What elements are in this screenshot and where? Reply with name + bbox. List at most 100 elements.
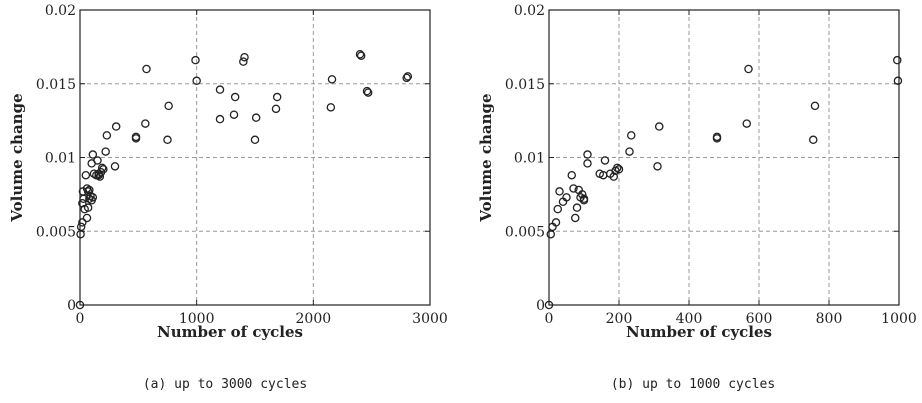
data-point bbox=[85, 185, 94, 195]
data-point bbox=[239, 57, 248, 66]
y-tick-label: 0.005 bbox=[505, 224, 545, 240]
data-point bbox=[627, 131, 636, 140]
data-point bbox=[78, 218, 87, 227]
y-tick-label: 0.02 bbox=[45, 3, 76, 19]
data-point bbox=[562, 193, 571, 202]
data-point bbox=[742, 119, 752, 128]
data-point bbox=[613, 163, 622, 173]
data-point bbox=[192, 76, 201, 86]
data-point bbox=[88, 150, 98, 159]
data-point bbox=[99, 165, 108, 174]
data-point bbox=[653, 162, 662, 171]
data-point bbox=[712, 132, 722, 142]
data-point bbox=[215, 114, 225, 124]
data-point bbox=[327, 75, 337, 84]
panel-caption: (b) up to 1000 cycles bbox=[611, 377, 775, 392]
x-axis-label: Number of cycles bbox=[626, 323, 772, 341]
data-point bbox=[76, 222, 86, 232]
x-tick-label: 200 bbox=[606, 311, 633, 327]
data-point bbox=[362, 86, 372, 96]
data-point bbox=[271, 104, 281, 114]
data-point bbox=[625, 147, 634, 156]
x-tick-label: 800 bbox=[816, 311, 843, 327]
data-point bbox=[551, 218, 561, 227]
data-point bbox=[579, 194, 589, 204]
data-point bbox=[95, 172, 105, 181]
data-point bbox=[88, 193, 98, 202]
data-point bbox=[102, 131, 112, 140]
data-point bbox=[272, 92, 282, 102]
data-point bbox=[141, 119, 150, 128]
data-point bbox=[79, 194, 88, 204]
data-point bbox=[240, 52, 249, 62]
data-point bbox=[191, 55, 200, 65]
x-tick-label: 1000 bbox=[179, 311, 215, 327]
chart-panel-1: 0 1000 2000 3000 0 0.005 0.01 0.015 0.02 Number o… bbox=[8, 3, 448, 392]
panel-caption: (a) up to 3000 cycles bbox=[143, 377, 307, 392]
y-axis-label: Volume change bbox=[8, 93, 26, 222]
data-point bbox=[402, 73, 411, 83]
x-tick-label: 400 bbox=[676, 311, 703, 327]
data-point bbox=[572, 203, 582, 212]
grid-lines bbox=[80, 10, 430, 305]
data-point bbox=[614, 165, 624, 174]
data-point bbox=[655, 122, 664, 131]
data-point bbox=[569, 184, 578, 193]
data-point bbox=[83, 203, 93, 212]
data-point bbox=[326, 103, 336, 112]
data-point bbox=[893, 55, 902, 65]
data-point bbox=[355, 50, 365, 59]
data-point bbox=[229, 110, 239, 119]
y-tick-label: 0 bbox=[67, 298, 76, 314]
x-tick-label: 600 bbox=[746, 311, 773, 327]
data-point bbox=[544, 300, 554, 310]
data-point bbox=[250, 135, 260, 145]
data-point bbox=[609, 172, 619, 181]
data-point bbox=[363, 88, 373, 97]
data-point bbox=[81, 170, 91, 180]
data-point bbox=[131, 132, 141, 142]
data-point bbox=[111, 122, 121, 131]
data-point bbox=[82, 213, 92, 223]
x-axis-label: Number of cycles bbox=[157, 323, 303, 341]
data-point bbox=[356, 51, 366, 60]
y-tick-label: 0.02 bbox=[514, 3, 545, 19]
x-tick-label: 0 bbox=[76, 311, 85, 327]
y-axis-label: Volume change bbox=[477, 93, 495, 222]
data-point bbox=[97, 163, 107, 173]
data-point bbox=[583, 159, 592, 168]
data-point bbox=[810, 101, 820, 111]
data-point bbox=[744, 64, 753, 74]
scatter-series bbox=[75, 50, 413, 310]
data-point bbox=[101, 147, 110, 156]
y-tick-label: 0.015 bbox=[36, 77, 76, 93]
data-point bbox=[230, 92, 240, 102]
data-point bbox=[164, 101, 173, 111]
data-point bbox=[163, 135, 172, 145]
data-point bbox=[93, 156, 102, 165]
x-tick-label: 3000 bbox=[412, 311, 448, 327]
data-point bbox=[215, 85, 225, 94]
y-tick-label: 0 bbox=[536, 298, 545, 314]
data-point bbox=[555, 187, 564, 196]
data-point bbox=[142, 64, 151, 74]
grid-lines bbox=[549, 10, 899, 305]
data-point bbox=[600, 156, 610, 165]
data-point bbox=[553, 204, 563, 214]
x-tick-label: 0 bbox=[545, 311, 554, 327]
x-tick-label: 1000 bbox=[881, 311, 917, 327]
y-tick-label: 0.01 bbox=[514, 151, 545, 167]
data-point bbox=[75, 300, 85, 310]
y-tick-label: 0.015 bbox=[505, 77, 545, 93]
data-point bbox=[583, 150, 592, 159]
data-point bbox=[403, 72, 413, 81]
x-tick-label: 2000 bbox=[296, 311, 332, 327]
data-point bbox=[571, 213, 580, 223]
data-point bbox=[567, 170, 577, 180]
data-point bbox=[809, 135, 818, 145]
chart-panel-2: 0 200 400 600 800 1000 0 0.005 0.01 0.015 0.02 Numb… bbox=[477, 3, 917, 392]
data-point bbox=[110, 162, 120, 171]
data-point bbox=[578, 190, 587, 199]
y-tick-label: 0.01 bbox=[45, 151, 76, 167]
